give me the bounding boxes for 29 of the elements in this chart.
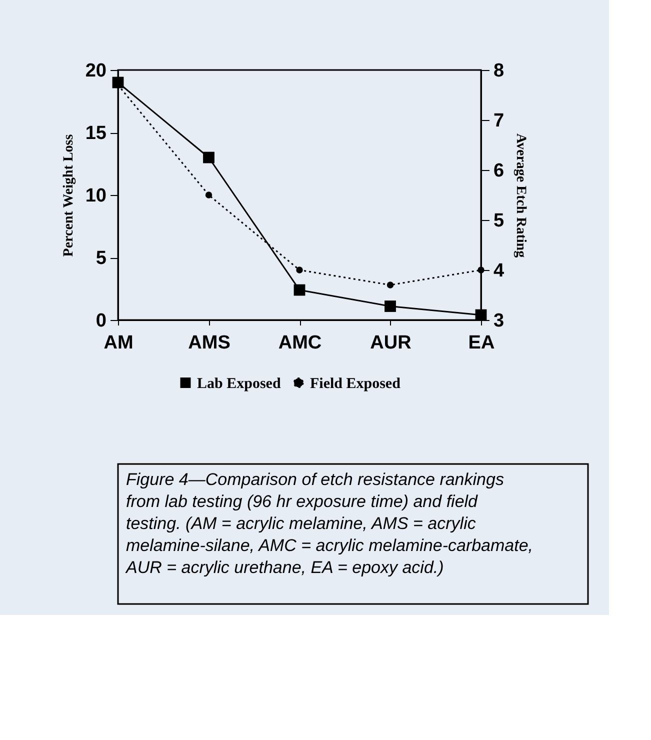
y-axis-title: Percent Weight Loss bbox=[61, 134, 76, 257]
x-tick-label: AM bbox=[104, 332, 134, 354]
y-tick-label: 10 bbox=[85, 186, 106, 206]
y-tick-label: 5 bbox=[96, 248, 107, 269]
point bbox=[203, 152, 214, 164]
point bbox=[478, 266, 484, 274]
x-tick-label: EA bbox=[468, 332, 495, 354]
y2-tick-label: 7 bbox=[494, 110, 504, 132]
y2-tick-label: 8 bbox=[494, 60, 504, 82]
y-tick-label: 15 bbox=[85, 123, 107, 144]
point bbox=[205, 192, 212, 198]
y2-axis-title: Average Etch Rating bbox=[513, 133, 528, 258]
legend-label: Lab Exposed bbox=[197, 376, 282, 392]
x-tick-label: AMC bbox=[278, 332, 322, 354]
x-tick-label: AMS bbox=[188, 332, 230, 354]
legend-label: Field Exposed bbox=[310, 376, 402, 392]
x-tick-label: AUR bbox=[370, 332, 412, 354]
point bbox=[294, 284, 306, 296]
y2-tick-label: 4 bbox=[494, 260, 504, 282]
y-tick-label: 20 bbox=[85, 60, 106, 82]
y2-tick-label: 6 bbox=[494, 160, 504, 182]
caption: Figure 4—Comparison of etch resistance rankings from lab testing (96 hr exposure time) and field testing. (AM = acrylic melamine, AMS = acrylic melamine-silane, AMC = acrylic melamine-carbamate, AUR = acrylic urethane, EA = epoxy acid.) bbox=[125, 470, 534, 577]
point bbox=[296, 266, 303, 274]
y-tick-label: 0 bbox=[96, 310, 106, 332]
point bbox=[475, 309, 487, 321]
y2-tick-label: 5 bbox=[494, 210, 504, 232]
point bbox=[384, 300, 396, 312]
point bbox=[386, 282, 394, 288]
y2-tick-label: 3 bbox=[494, 310, 504, 332]
